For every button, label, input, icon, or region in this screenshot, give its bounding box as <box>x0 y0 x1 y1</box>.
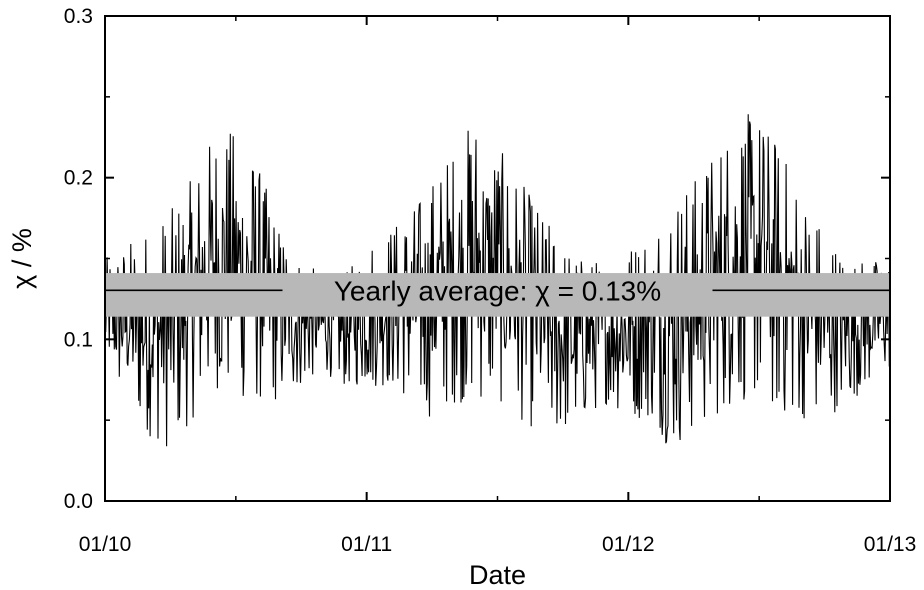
yearly-average-label: Yearly average: χ = 0.13% <box>334 275 661 306</box>
y-tick-label: 0.2 <box>64 167 93 190</box>
ticks: 0.0 0.1 0.2 0.3 01/10 01/11 01/12 01/13 <box>64 5 916 556</box>
x-tick-label: 01/10 <box>79 533 132 556</box>
y-axis-title: χ / % <box>7 228 37 289</box>
x-tick-label: 01/12 <box>602 533 655 556</box>
y-tick-label: 0.0 <box>64 490 93 513</box>
x-tick-label: 01/11 <box>341 533 392 556</box>
y-tick-label: 0.3 <box>64 5 93 28</box>
y-tick-label: 0.1 <box>64 328 93 351</box>
yearly-average-band <box>105 273 890 317</box>
x-tick-label: 01/13 <box>864 533 917 556</box>
x-axis-title: Date <box>469 560 526 590</box>
